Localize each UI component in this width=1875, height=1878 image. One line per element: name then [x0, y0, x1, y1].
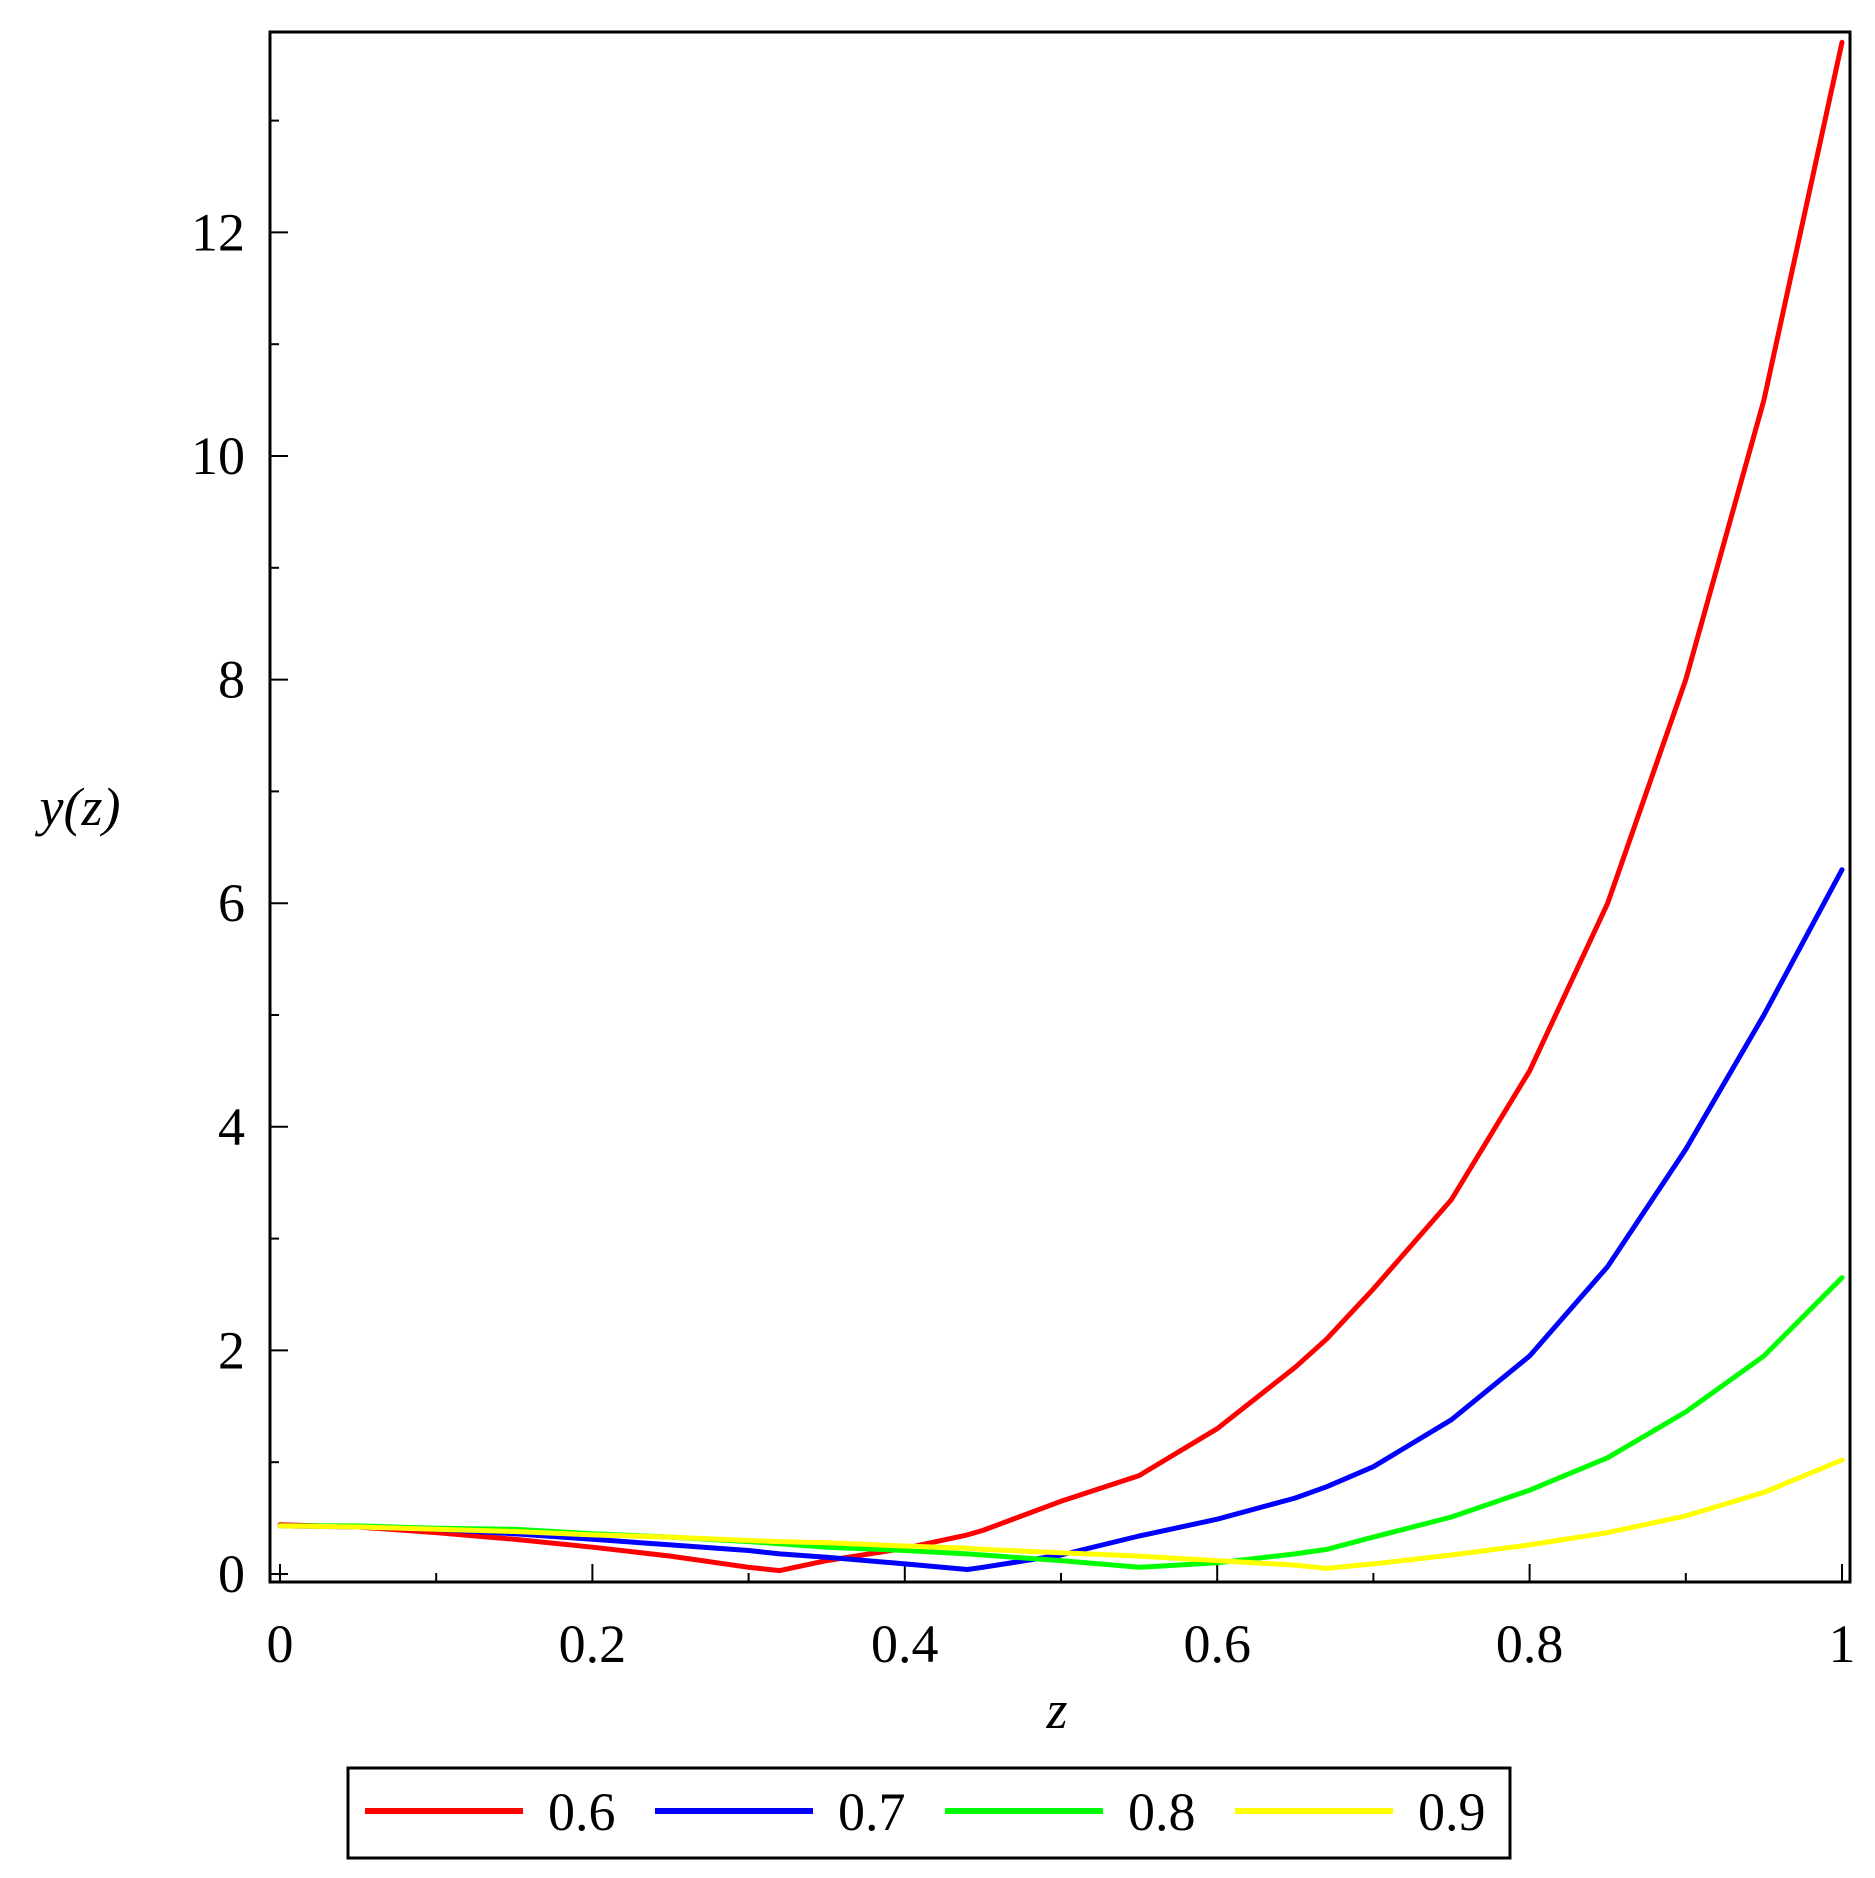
series-lines — [277, 39, 1845, 1574]
x-axis: 0 0.2 0.4 0.6 0.8 1 — [267, 1564, 1856, 1674]
series-line-0-8 — [277, 1275, 1845, 1570]
y-axis: 0 2 4 6 8 10 12 — [191, 119, 288, 1604]
y-tick-label: 0 — [218, 1544, 245, 1604]
y-tick-label: 2 — [218, 1320, 245, 1380]
y-tick-label: 10 — [191, 426, 245, 486]
y-tick-label: 12 — [191, 202, 245, 262]
legend-label: 0.8 — [1128, 1782, 1196, 1842]
plot-area-border — [268, 30, 1852, 1584]
y-axis-title: y(z) — [35, 777, 121, 837]
legend: 0.6 0.7 0.8 0.9 — [346, 1766, 1512, 1860]
y-tick-label: 6 — [218, 873, 245, 933]
x-axis-title: z — [1045, 1680, 1067, 1740]
x-tick-label: 0.6 — [1183, 1614, 1251, 1674]
series-line-0-7 — [277, 867, 1845, 1572]
series-line-0-6 — [277, 39, 1845, 1574]
plot-frame — [268, 30, 1852, 1584]
legend-label: 0.7 — [838, 1782, 906, 1842]
x-tick-label: 0.2 — [559, 1614, 627, 1674]
y-tick-label: 4 — [218, 1097, 245, 1157]
x-tick-label: 1 — [1829, 1614, 1856, 1674]
x-tick-label: 0.4 — [871, 1614, 939, 1674]
legend-label: 0.6 — [548, 1782, 616, 1842]
y-tick-label: 8 — [218, 650, 245, 710]
x-tick-label: 0.8 — [1496, 1614, 1564, 1674]
legend-label: 0.9 — [1418, 1782, 1486, 1842]
x-tick-label: 0 — [267, 1614, 294, 1674]
series-line-0-9 — [277, 1457, 1845, 1571]
